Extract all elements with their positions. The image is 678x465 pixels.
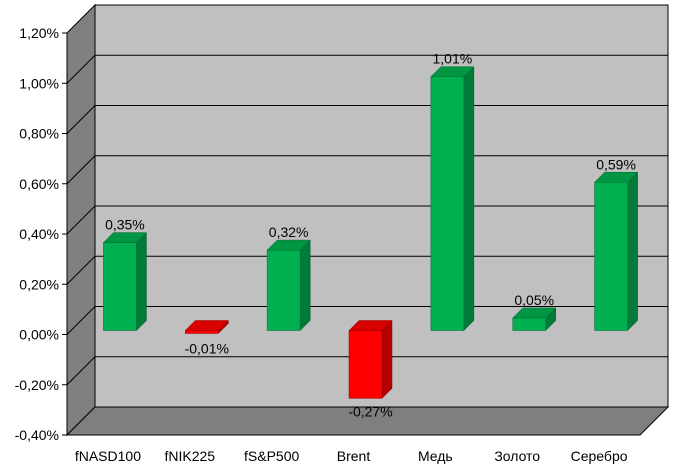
bar-side: [299, 239, 311, 332]
bar-top: [430, 66, 475, 77]
bar-front: [430, 76, 465, 331]
bar-top: [184, 320, 229, 331]
data-label: 0,05%: [514, 292, 554, 308]
y-tick-label: 1,20%: [19, 25, 59, 41]
y-tick-label: -0,40%: [15, 427, 59, 443]
bar: [102, 231, 148, 332]
data-label: 1,01%: [433, 51, 473, 67]
bar: [512, 307, 557, 332]
data-label: -0,01%: [185, 341, 229, 357]
bar-side: [136, 231, 147, 332]
bar-front: [266, 249, 301, 331]
y-tick-label: 0,20%: [19, 276, 59, 292]
x-tick-label: Brent: [337, 448, 371, 464]
bar-top: [512, 307, 557, 319]
data-label: 0,35%: [105, 217, 145, 233]
y-tick-label: 0,80%: [19, 126, 59, 142]
x-tick-label: fNASD100: [75, 448, 141, 464]
gridline-side: [66, 356, 96, 386]
bar-top: [348, 320, 393, 331]
bar-top: [593, 172, 639, 183]
y-tick-label: 0,60%: [19, 176, 59, 192]
bar-side: [627, 171, 638, 332]
y-axis: -0,40% -0,20% 0,00% 0,20% 0,40% 0,60% 0,80% 1,0…: [15, 25, 68, 443]
bar: [184, 319, 229, 335]
x-tick-label: Медь: [418, 448, 453, 464]
y-tick-label: 1,00%: [19, 75, 59, 91]
bar-front: [512, 317, 546, 331]
bar-side: [463, 66, 475, 332]
bars-group: [102, 66, 639, 399]
labels-group: 0,35% fNASD100 -0,01% fNIK225 0,32% fS&P500 -0…: [75, 51, 636, 464]
bar: [266, 239, 311, 332]
gridline-side: [66, 205, 96, 235]
bar-top: [102, 232, 148, 243]
gridline-side: [66, 255, 96, 285]
y-tick-label: -0,20%: [15, 377, 59, 393]
x-tick-label: Золото: [494, 448, 540, 464]
data-label: -0,27%: [348, 403, 392, 419]
gridline-side: [66, 105, 96, 134]
x-tick-label: fS&P500: [244, 448, 299, 464]
bar-front: [185, 330, 219, 334]
bar: [593, 171, 639, 332]
y-tick-label: 0,40%: [19, 226, 59, 242]
bar-side: [381, 319, 393, 399]
floor: [65, 406, 670, 436]
bar-front: [103, 242, 137, 331]
gridline-side: [66, 155, 96, 185]
x-tick-label: fNIK225: [164, 448, 215, 464]
bar-front: [594, 182, 628, 331]
data-label: 0,59%: [596, 156, 636, 172]
gridline-side: [66, 306, 96, 335]
bar: [348, 319, 393, 399]
bar-front: [348, 330, 383, 399]
bar-top: [266, 239, 311, 251]
gridline-side: [66, 54, 96, 84]
data-label: 0,32%: [269, 224, 309, 240]
x-tick-label: Серебро: [571, 448, 628, 464]
bar: [430, 66, 475, 332]
y-tick-label: 0,00%: [19, 327, 59, 343]
